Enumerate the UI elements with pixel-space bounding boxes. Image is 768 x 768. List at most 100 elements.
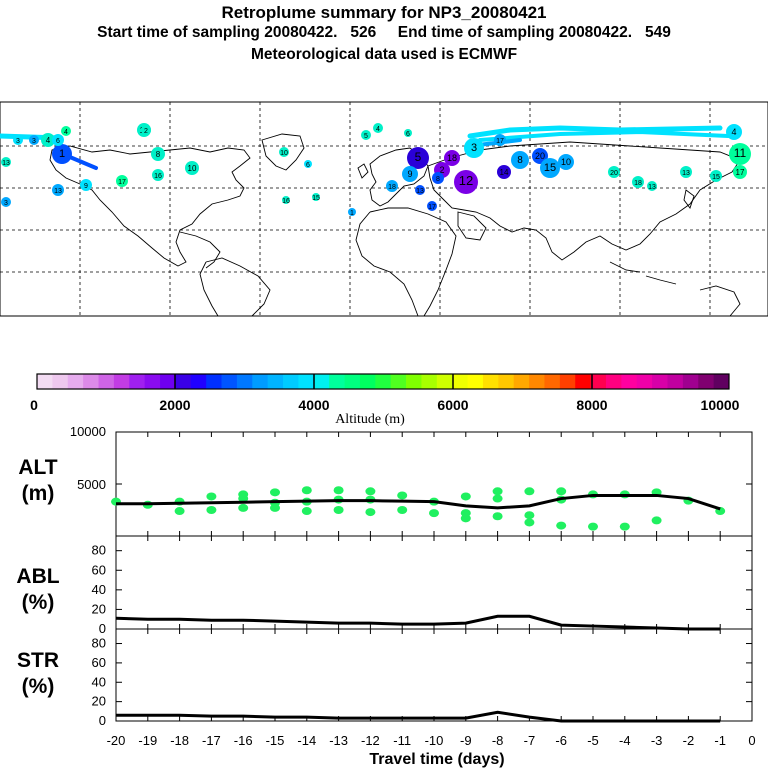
plume-centroid-marker xyxy=(151,147,165,161)
plume-centroid-label: 20 xyxy=(535,151,545,161)
colorbar-swatch xyxy=(329,374,345,389)
plume-centroid-marker xyxy=(1,197,11,207)
x-tick-label: -15 xyxy=(266,733,285,748)
x-tick-label: 0 xyxy=(748,733,755,748)
colorbar-swatch xyxy=(375,374,392,389)
plume-centroid-label: 8 xyxy=(156,150,161,159)
colorbar-swatch xyxy=(421,374,438,389)
colorbar-tick: 0 xyxy=(30,397,38,413)
met-data-note: Meteorological data used is ECMWF xyxy=(250,46,518,63)
plume-centroid-marker xyxy=(710,170,722,182)
x-tick-label: -13 xyxy=(329,733,348,748)
x-tick-label: -10 xyxy=(425,733,444,748)
x-tick-label: -17 xyxy=(202,733,221,748)
colorbar-swatch xyxy=(298,374,315,389)
colorbar-swatch xyxy=(129,374,146,389)
plume-centroid-marker xyxy=(312,193,320,201)
altitude-scatter-point xyxy=(588,522,598,531)
altitude-scatter-point xyxy=(206,506,217,514)
colorbar-swatch xyxy=(267,374,284,389)
plume-centroid-label: 18 xyxy=(447,153,457,163)
colorbar-swatch xyxy=(575,374,591,389)
plume-centroid-label: 3 xyxy=(16,138,20,145)
colorbar-tick: 2000 xyxy=(159,397,190,413)
plume-centroid-marker xyxy=(432,172,444,184)
altitude-scatter-point xyxy=(460,492,471,501)
altitude-scatter-point xyxy=(619,522,630,531)
series-line-abl xyxy=(115,614,721,631)
series-line-alt xyxy=(116,493,721,511)
plume-centroid-label: 13 xyxy=(648,184,656,191)
x-tick-label: -3 xyxy=(651,733,663,748)
plume-centroid-label: 6 xyxy=(306,162,310,169)
x-tick-label: -8 xyxy=(492,733,504,748)
plume-centroid-label: 4 xyxy=(376,126,380,133)
plume-centroid-label: 13 xyxy=(54,188,62,195)
plume-centroid-marker xyxy=(52,134,64,146)
plume-centroid-marker xyxy=(680,166,692,178)
colorbar-swatch xyxy=(636,374,653,389)
altitude-scatter-point xyxy=(301,507,312,516)
y-tick-label: 60 xyxy=(92,655,106,670)
colorbar-swatch xyxy=(313,374,330,389)
plume-centroid-label: 8 xyxy=(436,176,440,183)
colorbar-frame xyxy=(36,373,730,390)
altitude-scatter-point xyxy=(492,494,503,503)
plume-centroid-label: 6 xyxy=(56,138,60,145)
plume-centroid-marker xyxy=(726,124,742,140)
x-tick-label: -6 xyxy=(555,733,567,748)
colorbar-tick: 4000 xyxy=(298,397,329,413)
altitude-scatter-point xyxy=(397,491,408,500)
coastlines xyxy=(49,133,741,317)
abl-panel-label: ABL xyxy=(16,565,59,588)
plume-centroid-label: 4 xyxy=(46,136,51,145)
y-tick-label: 20 xyxy=(92,694,106,709)
plume-centroid-label: 10 xyxy=(188,164,197,173)
plume-centroid-marker xyxy=(540,158,560,178)
colorbar-swatch xyxy=(359,374,376,389)
map-graticule xyxy=(0,102,768,316)
plume-centroid-label: 20 xyxy=(610,170,618,177)
colorbar-swatch xyxy=(652,374,668,389)
colorbar-swatch xyxy=(559,374,576,389)
plume-centroid-marker xyxy=(1,157,11,167)
plume-centroid-marker xyxy=(373,123,383,133)
x-tick-label: -12 xyxy=(361,733,380,748)
plume-centroid-label: 4 xyxy=(64,129,68,136)
plume-centroid-marker xyxy=(52,144,72,164)
colorbar-swatch xyxy=(698,374,715,389)
colorbar-swatch xyxy=(436,374,453,389)
plume-centroid-marker xyxy=(608,166,620,178)
altitude-scatter-point xyxy=(365,487,376,496)
colorbar-swatch xyxy=(713,374,730,389)
colorbar-swatch xyxy=(529,374,545,389)
altitude-scatter-point xyxy=(238,490,249,499)
x-tick-label: -1 xyxy=(714,733,726,748)
plume-centroid-label: 8 xyxy=(517,155,523,166)
sampling-times: Start time of sampling 20080422. 526 End… xyxy=(97,24,671,41)
world-map: 3344119817161013913310654652181289131718… xyxy=(0,101,768,317)
colorbar-tick: 6000 xyxy=(437,397,468,413)
x-tick-label: -20 xyxy=(107,733,126,748)
plume-centroid-label: 18 xyxy=(388,184,396,191)
plume-centroid-label: 14 xyxy=(500,168,509,177)
colorbar-swatch xyxy=(544,374,561,389)
colorbar-swatch xyxy=(190,374,207,389)
altitude-scatter-point xyxy=(397,506,408,514)
altitude-scatter-point xyxy=(492,512,503,521)
plume-centroid-marker xyxy=(52,184,64,196)
plume-centroid-marker xyxy=(152,169,164,181)
colorbar-swatch xyxy=(590,374,607,389)
colorbar-swatch xyxy=(206,374,222,389)
plume-centroid-marker xyxy=(427,201,437,211)
colorbar-tick-labels: 0 2000 4000 6000 8000 10000 Altitude (m) xyxy=(30,397,740,427)
colorbar-swatch xyxy=(252,374,269,389)
colorbar-tick: 8000 xyxy=(576,397,607,413)
plume-centroid-label: 2 xyxy=(439,165,444,175)
colorbar-swatch xyxy=(52,374,69,389)
colorbar-swatch xyxy=(160,374,176,389)
altitude-scatter-point xyxy=(301,486,312,495)
x-axis-label: Travel time (days) xyxy=(369,751,504,768)
plume-centroid-label: 3 xyxy=(4,200,8,207)
